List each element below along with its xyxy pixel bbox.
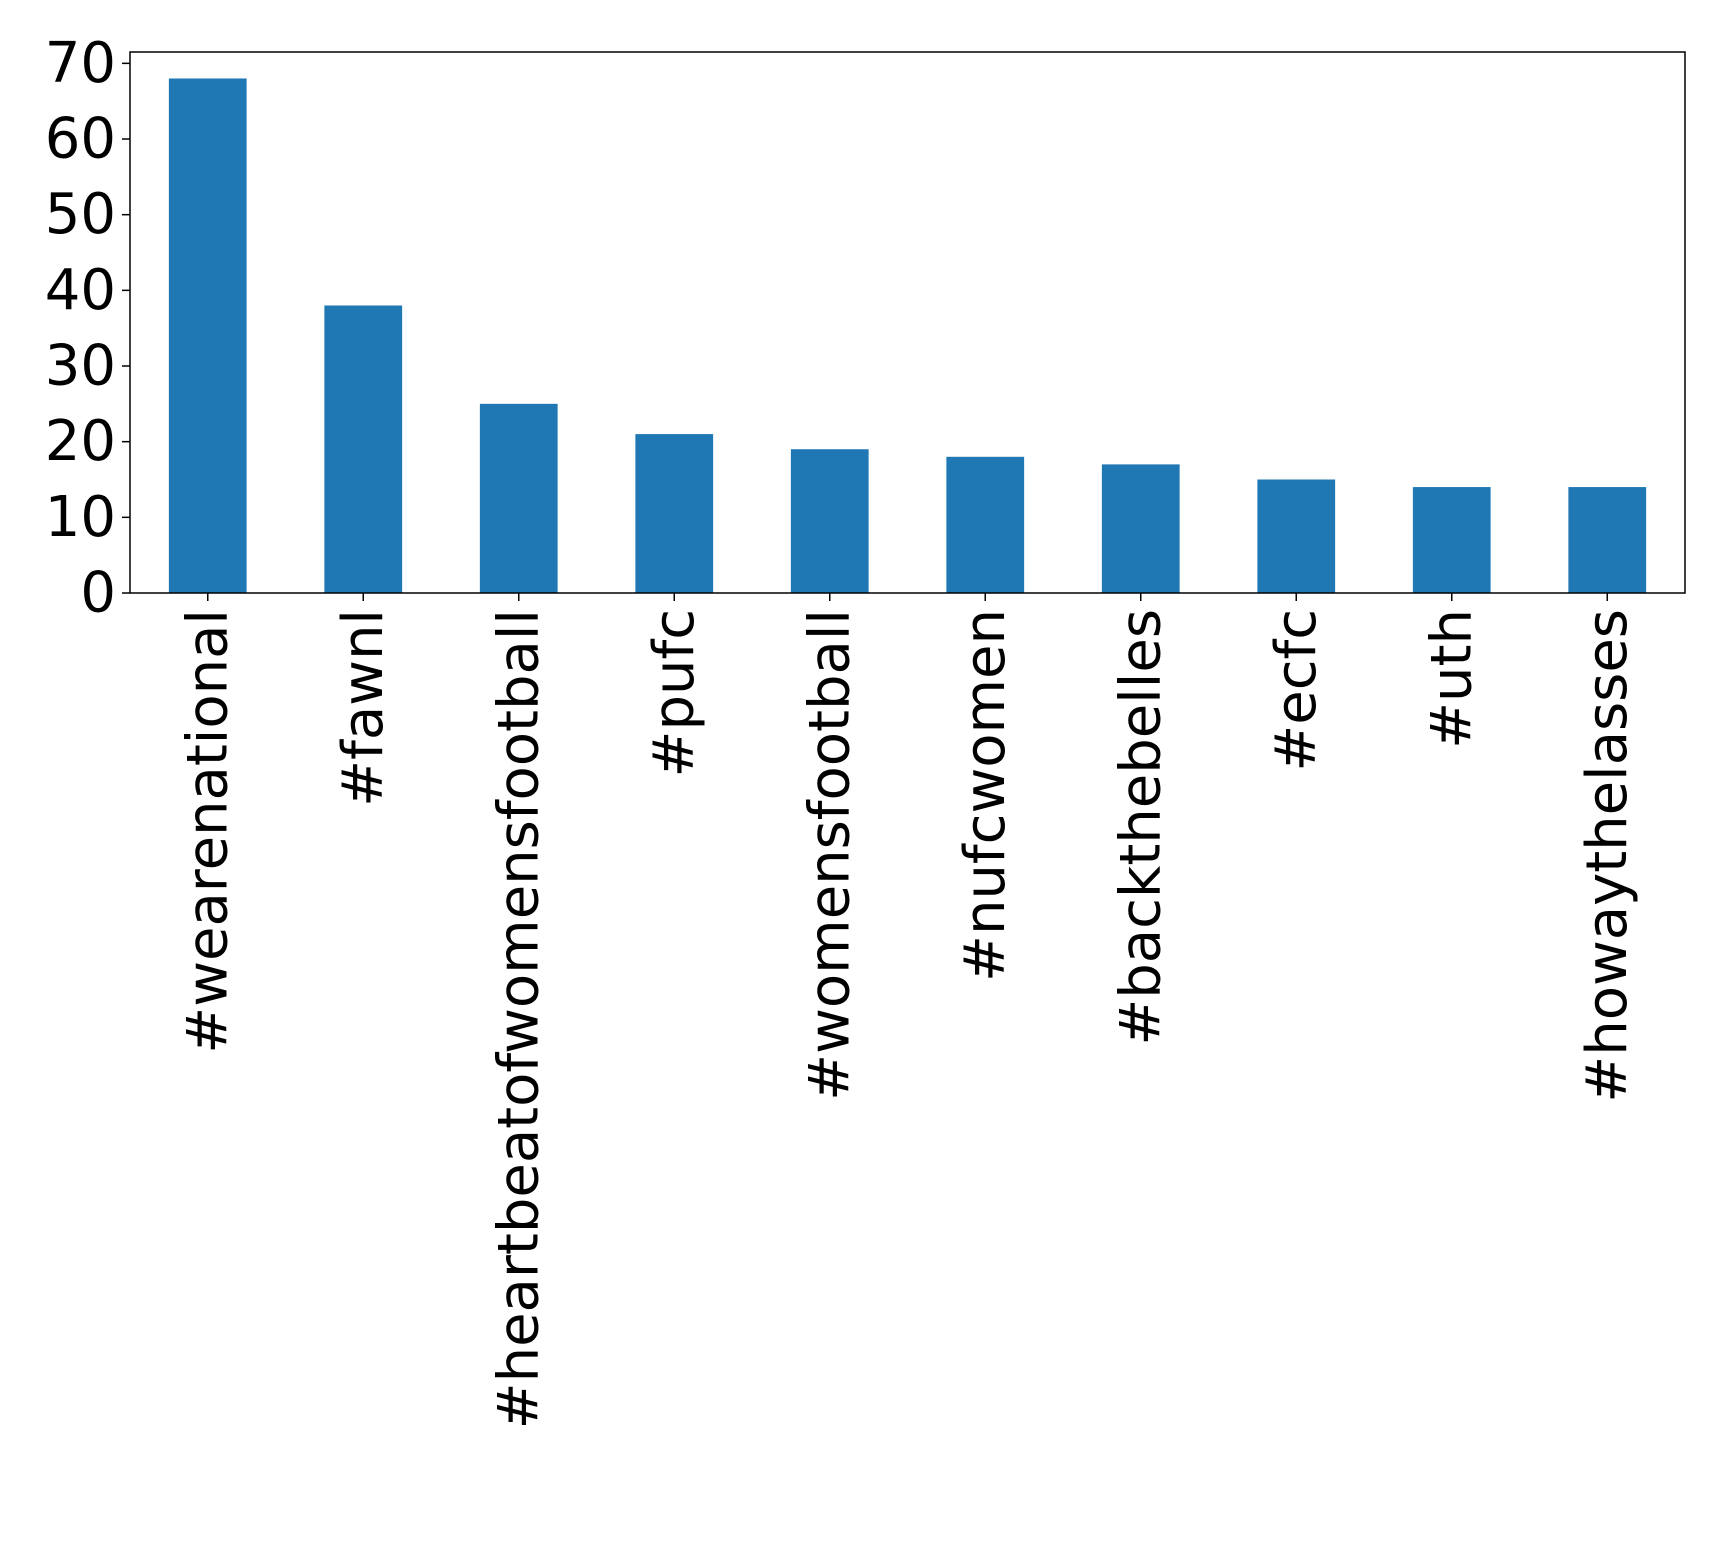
y-axis: 0 10 20 30 40 50 60 70 — [45, 31, 130, 626]
axes-frame — [129, 51, 1686, 594]
y-tick-label: 40 — [45, 258, 116, 323]
x-tick-label: #uth — [1419, 609, 1484, 749]
bar-9 — [1568, 487, 1647, 593]
bar-1 — [324, 305, 403, 593]
bar-5 — [946, 456, 1025, 593]
y-tick-label: 70 — [45, 31, 116, 96]
x-tick-label: #nufcwomen — [953, 609, 1018, 982]
x-tick-label: #backthebelles — [1108, 609, 1173, 1046]
x-tick-label: #womensfootball — [797, 609, 862, 1101]
y-tick-label: 0 — [80, 561, 116, 626]
x-tick-label: #fawnl — [331, 609, 396, 807]
bar-6 — [1101, 464, 1180, 593]
x-tick-label: #ecfc — [1264, 609, 1329, 772]
bar-4 — [790, 449, 869, 593]
bar-7 — [1257, 479, 1336, 593]
x-tick-label: #howaythelasses — [1575, 609, 1640, 1103]
bar-8 — [1412, 487, 1491, 593]
bar-0 — [168, 78, 247, 593]
y-tick-label: 30 — [45, 334, 116, 399]
x-axis: #wearenational #fawnl #heartbeatofwomensfo… — [175, 593, 1640, 1429]
y-tick-label: 50 — [45, 182, 116, 247]
bar-2 — [479, 403, 558, 593]
x-tick-label: #heartbeatofwomensfootball — [486, 609, 551, 1429]
y-tick-label: 60 — [45, 107, 116, 172]
bar-3 — [635, 434, 714, 593]
x-tick-label: #pufc — [642, 609, 707, 777]
y-tick-label: 20 — [45, 409, 116, 474]
bars-group — [168, 78, 1647, 593]
y-tick-label: 10 — [45, 485, 116, 550]
x-tick-label: #wearenational — [175, 609, 240, 1054]
